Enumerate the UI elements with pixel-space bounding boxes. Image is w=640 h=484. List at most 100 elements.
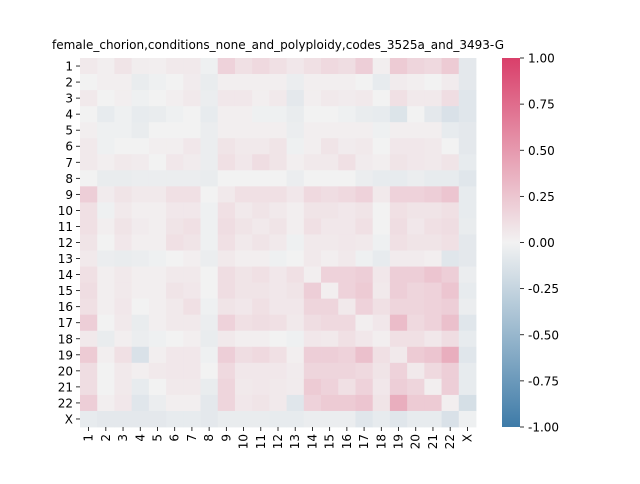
- heatmap-cell: [80, 58, 98, 75]
- heatmap-cell: [97, 122, 115, 139]
- heatmap-cell: [303, 90, 322, 107]
- row-tick-label: 15: [58, 284, 73, 298]
- column-tick-label: 10: [237, 434, 251, 449]
- heatmap-cell: [234, 314, 253, 332]
- heatmap-cell: [286, 122, 305, 139]
- heatmap-cell: [407, 378, 425, 396]
- heatmap-cell: [355, 202, 374, 219]
- heatmap-cell: [80, 378, 98, 396]
- heatmap-cell: [200, 250, 219, 267]
- column-tick-label: 16: [340, 434, 354, 449]
- heatmap-cell: [114, 186, 133, 203]
- heatmap-cell: [114, 330, 133, 348]
- heatmap-cell: [269, 330, 288, 348]
- heatmap-cell: [217, 362, 236, 380]
- heatmap-cell: [458, 298, 477, 316]
- heatmap-cell: [217, 394, 236, 412]
- column-tick-label: 14: [305, 434, 319, 449]
- heatmap-cell: [424, 90, 442, 107]
- heatmap-cell: [183, 362, 201, 380]
- row-tick-label: X: [65, 412, 73, 426]
- heatmap-cell: [97, 298, 115, 316]
- heatmap-cell: [200, 74, 219, 91]
- heatmap-cell: [321, 186, 339, 203]
- heatmap-cell: [80, 298, 98, 316]
- heatmap-cell: [389, 74, 408, 91]
- heatmap-cell: [252, 218, 270, 235]
- heatmap-cell: [166, 362, 184, 380]
- heatmap-cell: [321, 122, 339, 139]
- heatmap-cell: [389, 410, 408, 428]
- heatmap-cell: [114, 138, 133, 155]
- heatmap-cell: [114, 218, 133, 235]
- heatmap-cell: [200, 186, 219, 203]
- heatmap-cell: [217, 106, 236, 123]
- heatmap-cell: [80, 106, 98, 123]
- heatmap-cell: [183, 378, 201, 396]
- heatmap-cell: [234, 154, 253, 171]
- heatmap-cell: [389, 106, 408, 123]
- heatmap-cell: [252, 346, 270, 364]
- heatmap-cell: [407, 330, 425, 348]
- heatmap-cell: [321, 234, 339, 251]
- heatmap-cell: [217, 378, 236, 396]
- heatmap-cell: [303, 314, 322, 332]
- heatmap-cell: [286, 410, 305, 428]
- heatmap-cell: [389, 170, 408, 187]
- heatmap-cell: [183, 410, 201, 428]
- heatmap-cell: [97, 250, 115, 267]
- heatmap-cell: [424, 170, 442, 187]
- heatmap-cell: [303, 346, 322, 364]
- heatmap-cell: [80, 394, 98, 412]
- heatmap-cell: [424, 106, 442, 123]
- heatmap-cell: [166, 250, 184, 267]
- heatmap-cell: [131, 202, 150, 219]
- heatmap-cell: [114, 170, 133, 187]
- heatmap-cell: [372, 58, 391, 75]
- heatmap-cell: [441, 154, 460, 171]
- heatmap-cell: [200, 346, 219, 364]
- heatmap-cell: [286, 138, 305, 155]
- heatmap-cell: [321, 346, 339, 364]
- heatmap-cell: [131, 218, 150, 235]
- heatmap-cell: [338, 266, 356, 284]
- heatmap-cell: [131, 106, 150, 123]
- row-tick-label: 13: [58, 252, 73, 266]
- heatmap-cell: [338, 122, 356, 139]
- heatmap-cell: [252, 298, 270, 316]
- heatmap-cell: [407, 202, 425, 219]
- heatmap-cell: [407, 298, 425, 316]
- heatmap-cell: [321, 170, 339, 187]
- row-tick-label: 8: [65, 172, 73, 186]
- heatmap-cell: [424, 330, 442, 348]
- heatmap-cell: [321, 330, 339, 348]
- heatmap-cell: [269, 410, 288, 428]
- heatmap-cell: [114, 202, 133, 219]
- heatmap-cell: [458, 74, 477, 91]
- heatmap-cell: [131, 346, 150, 364]
- colorbar-tick-label: -0.25: [528, 282, 559, 296]
- heatmap-cell: [321, 202, 339, 219]
- heatmap-cell: [166, 314, 184, 332]
- heatmap-cell: [303, 58, 322, 75]
- heatmap-cell: [234, 58, 253, 75]
- heatmap-cell: [200, 154, 219, 171]
- heatmap-cell: [441, 394, 460, 412]
- heatmap-cell: [458, 186, 477, 203]
- heatmap-cell: [200, 298, 219, 316]
- heatmap-cell: [424, 266, 442, 284]
- heatmap-cell: [338, 186, 356, 203]
- heatmap-cell: [424, 138, 442, 155]
- heatmap-cell: [458, 170, 477, 187]
- heatmap-cell: [407, 266, 425, 284]
- heatmap-cell: [183, 170, 201, 187]
- heatmap-cell: [389, 218, 408, 235]
- heatmap-cell: [148, 106, 167, 123]
- heatmap-cell: [166, 378, 184, 396]
- column-tick-label: 1: [82, 434, 96, 442]
- heatmap-cell: [252, 106, 270, 123]
- heatmap-cell: [80, 154, 98, 171]
- heatmap-cell: [424, 122, 442, 139]
- heatmap-cell: [458, 58, 477, 75]
